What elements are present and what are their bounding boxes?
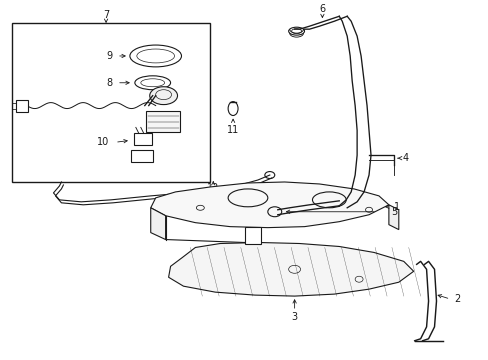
Text: 10: 10 — [97, 137, 109, 147]
Polygon shape — [150, 182, 388, 228]
Bar — [16, 100, 28, 112]
Text: 5: 5 — [390, 207, 396, 217]
Text: 12: 12 — [206, 183, 219, 193]
Bar — [12, 23, 210, 182]
Bar — [244, 227, 260, 244]
Bar — [134, 133, 151, 145]
Text: 6: 6 — [319, 4, 325, 14]
Bar — [145, 111, 180, 132]
Text: 1: 1 — [393, 202, 399, 212]
Ellipse shape — [149, 87, 177, 105]
Polygon shape — [150, 208, 165, 239]
Text: 3: 3 — [291, 312, 297, 322]
Text: 9: 9 — [106, 51, 112, 61]
Text: 2: 2 — [453, 294, 460, 304]
Text: 11: 11 — [226, 125, 239, 135]
Polygon shape — [168, 243, 413, 296]
Text: 4: 4 — [402, 153, 408, 163]
Text: 7: 7 — [103, 10, 109, 20]
Text: 8: 8 — [106, 78, 112, 88]
Bar — [131, 150, 152, 162]
Polygon shape — [388, 205, 398, 230]
